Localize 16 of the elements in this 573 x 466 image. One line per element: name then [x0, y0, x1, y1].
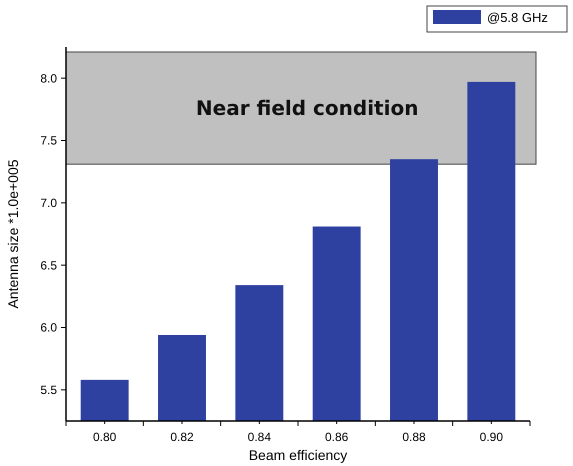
- x-tick-label: 0.90: [480, 430, 504, 444]
- x-tick-label: 0.88: [402, 430, 426, 444]
- y-axis-title: Antenna size *1.0e+005: [5, 159, 21, 309]
- y-tick-label: 7.0: [40, 196, 58, 210]
- y-tick-label: 6.5: [40, 258, 58, 272]
- y-tick-label: 6.0: [40, 320, 58, 335]
- y-tick-label: 7.5: [40, 134, 58, 148]
- x-tick-label: 0.86: [324, 430, 349, 444]
- band-label: Near field condition: [196, 96, 418, 120]
- x-tick-label: 0.80: [92, 430, 117, 444]
- y-tick-label: 8.0: [40, 71, 58, 86]
- x-axis-title: Beam efficiency: [248, 447, 348, 463]
- y-tick-label: 5.5: [40, 383, 58, 398]
- x-tick-label: 0.84: [248, 430, 272, 444]
- x-tick-label: 0.82: [170, 430, 194, 444]
- legend-label: @5.8 GHz: [487, 10, 548, 25]
